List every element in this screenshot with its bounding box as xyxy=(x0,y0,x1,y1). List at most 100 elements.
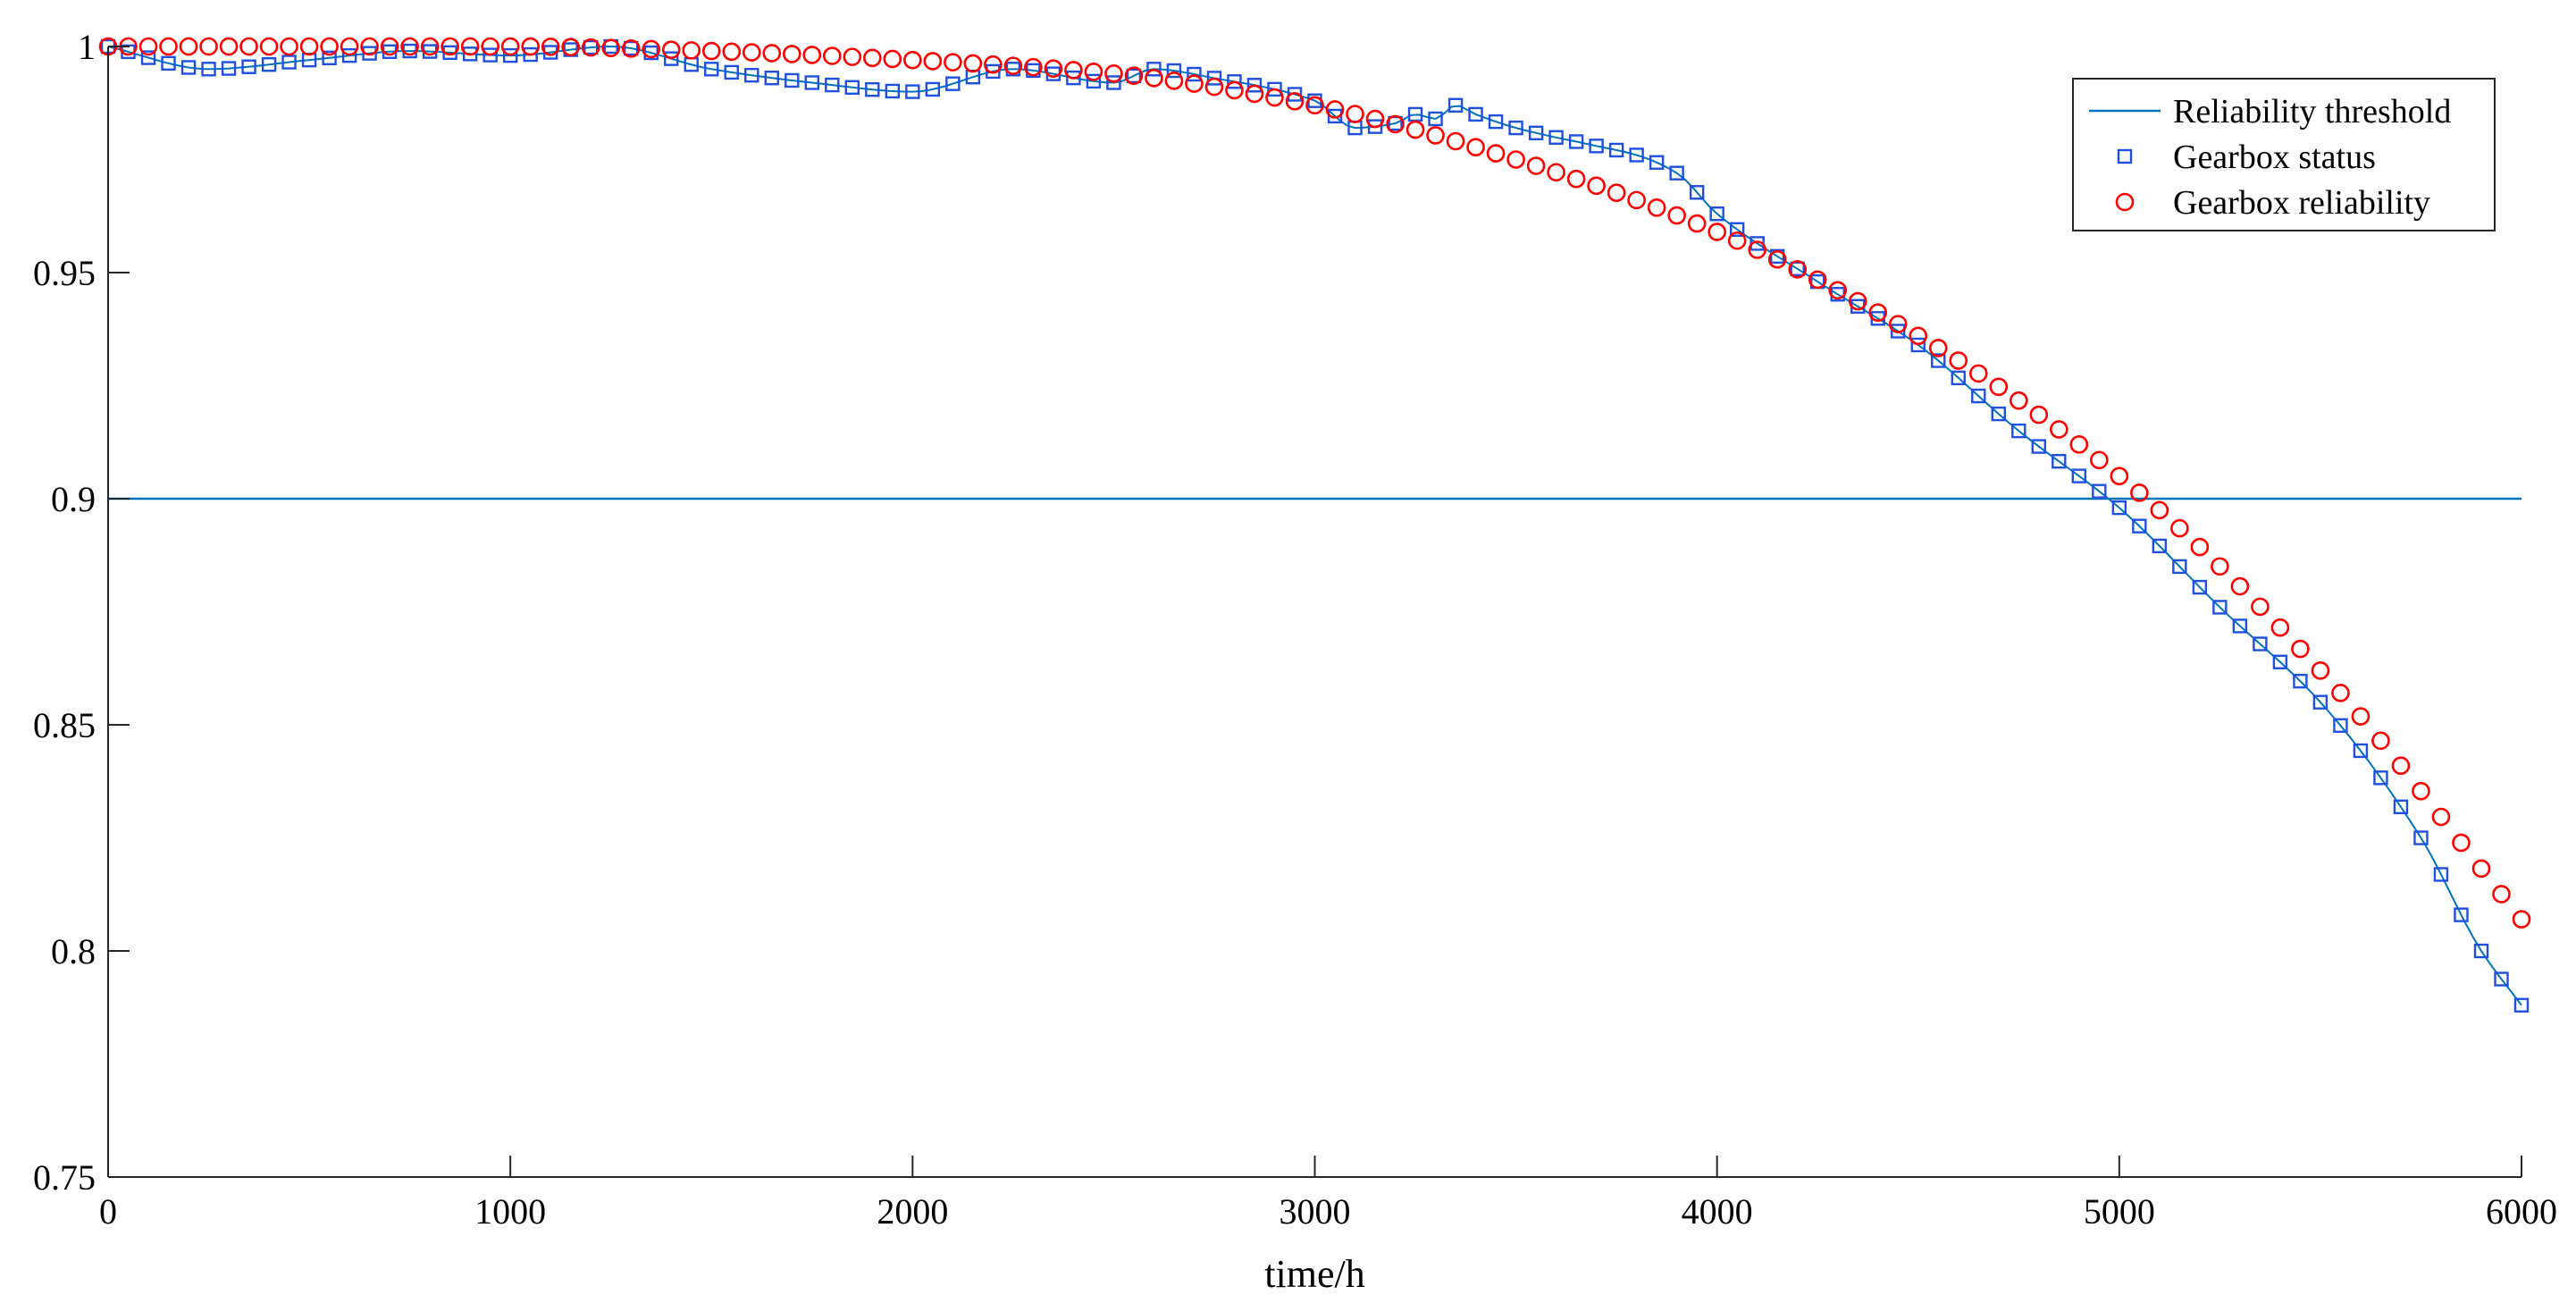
reliability-marker xyxy=(1225,80,1244,100)
reliability-marker xyxy=(2170,518,2189,538)
status-marker xyxy=(804,75,819,90)
status-marker xyxy=(1126,68,1142,84)
status-marker xyxy=(1689,185,1705,200)
reliability-marker xyxy=(2452,833,2471,853)
status-marker xyxy=(2293,673,2308,689)
reliability-marker xyxy=(1003,56,1023,75)
reliability-marker xyxy=(2150,500,2169,520)
reliability-marker xyxy=(2251,597,2270,617)
status-marker xyxy=(744,68,759,83)
reliability-marker xyxy=(1506,150,1525,169)
reliability-marker xyxy=(581,38,600,57)
status-marker xyxy=(221,61,237,76)
reliability-marker xyxy=(1285,92,1305,111)
reliability-marker xyxy=(2311,660,2330,680)
reliability-marker xyxy=(380,37,399,56)
status-marker xyxy=(1891,324,1906,339)
status-marker xyxy=(1589,139,1604,154)
reliability-marker xyxy=(400,37,419,56)
status-marker xyxy=(1951,370,1966,386)
reliability-marker xyxy=(1365,109,1385,129)
reliability-marker xyxy=(138,37,158,56)
reliability-marker xyxy=(1727,231,1747,250)
x-tick-label: 3000 xyxy=(1280,1191,1351,1232)
reliability-marker xyxy=(1346,105,1364,123)
reliability-marker xyxy=(601,38,621,57)
reliability-marker xyxy=(944,53,962,71)
reliability-marker xyxy=(1044,59,1063,79)
reliability-marker xyxy=(1828,281,1848,300)
status-marker xyxy=(624,40,639,56)
status-marker xyxy=(785,72,800,88)
reliability-marker xyxy=(984,55,1003,74)
reliability-marker xyxy=(179,37,198,56)
reliability-marker xyxy=(239,37,258,56)
status-marker xyxy=(2132,518,2147,534)
reliability-marker xyxy=(1788,260,1807,279)
status-marker xyxy=(362,46,377,61)
reliability-marker xyxy=(2391,756,2411,775)
reliability-marker xyxy=(360,37,379,56)
reliability-marker xyxy=(1868,303,1888,322)
reliability-marker xyxy=(340,37,359,56)
status-marker xyxy=(885,83,901,99)
reliability-marker xyxy=(701,41,721,61)
reliability-marker xyxy=(420,37,440,56)
reliability-marker xyxy=(621,39,641,58)
legend-square-symbol xyxy=(2117,148,2133,164)
y-tick-label: 1 xyxy=(78,27,96,67)
status-marker xyxy=(1488,114,1504,130)
status-marker xyxy=(2052,453,2067,469)
reliability-marker xyxy=(1909,326,1928,346)
plot-area xyxy=(98,37,2531,1013)
status-marker xyxy=(1106,75,1121,90)
reliability-marker xyxy=(1687,214,1707,233)
reliability-marker xyxy=(441,37,459,56)
reliability-marker xyxy=(1486,144,1506,163)
reliability-marker xyxy=(1305,96,1324,115)
reliability-marker xyxy=(1164,71,1184,90)
status-marker xyxy=(664,51,679,66)
axes: 0 1000 2000 3000 4000 5000 6000 0.75 0.8 0.85 0.9 0… xyxy=(33,27,2557,1232)
reliability-marker xyxy=(1386,114,1405,134)
status-marker xyxy=(180,60,197,75)
reliability-marker xyxy=(2331,684,2350,702)
legend-label: Reliability threshold xyxy=(2173,93,2451,130)
x-axis-title: time/h xyxy=(1264,1252,1364,1296)
status-marker xyxy=(945,76,961,91)
status-marker xyxy=(502,47,518,63)
reliability-marker xyxy=(2190,537,2210,557)
status-marker xyxy=(1447,97,1464,113)
reliability-marker xyxy=(1708,223,1726,241)
status-marker xyxy=(2513,997,2530,1013)
reliability-marker xyxy=(2009,391,2028,410)
reliability-marker xyxy=(1145,69,1163,88)
reliability-marker xyxy=(1748,240,1766,259)
reliability-marker xyxy=(1204,77,1224,97)
status-marker xyxy=(2071,468,2087,484)
status-marker xyxy=(482,47,498,63)
x-tick-label: 5000 xyxy=(2084,1191,2155,1232)
status-marker xyxy=(2172,559,2187,575)
reliability-marker xyxy=(2050,420,2068,439)
reliability-marker xyxy=(1767,249,1787,269)
status-marker xyxy=(2272,654,2288,669)
status-marker xyxy=(925,81,941,97)
reliability-marker xyxy=(1084,63,1103,81)
reliability-marker xyxy=(1888,315,1908,333)
status-marker xyxy=(2454,907,2469,922)
status-marker xyxy=(2494,971,2509,987)
status-marker xyxy=(704,62,719,77)
status-marker xyxy=(1669,165,1684,181)
reliability-marker xyxy=(1989,377,2009,397)
reliability-marker xyxy=(1446,131,1465,151)
status-marker xyxy=(281,55,297,70)
status-marker xyxy=(865,82,880,97)
y-tick-label: 0.8 xyxy=(51,931,96,971)
status-marker xyxy=(241,59,256,74)
status-marker xyxy=(1568,134,1584,149)
status-marker xyxy=(764,71,779,86)
y-tick-label: 0.9 xyxy=(51,479,96,519)
reliability-marker xyxy=(1466,138,1485,157)
